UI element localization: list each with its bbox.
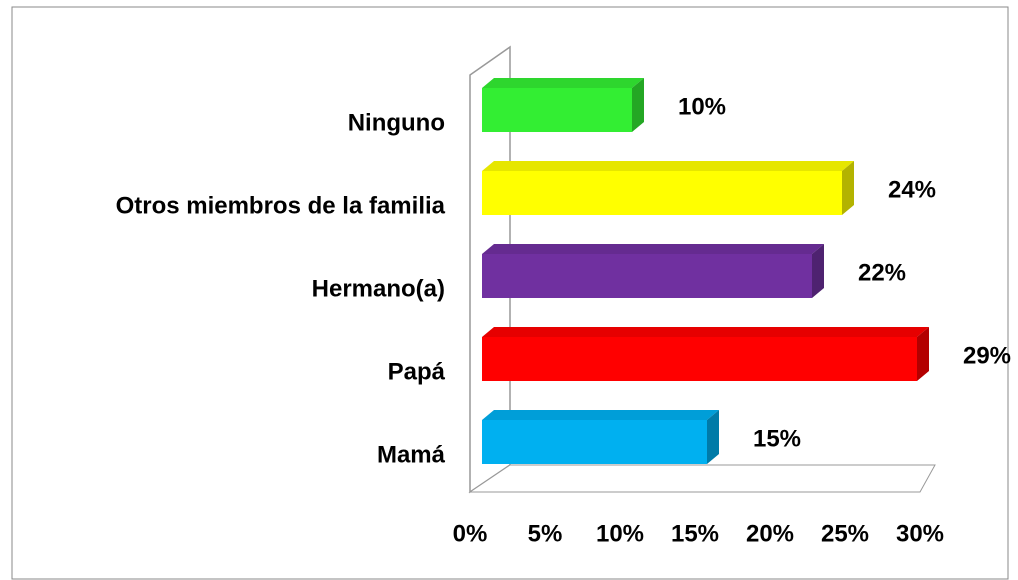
bar [482,254,812,298]
x-tick-label: 0% [453,520,488,547]
x-tick-label: 25% [821,520,869,547]
bar-top [482,410,719,420]
bar [482,171,842,215]
bar-top [482,327,929,337]
bar [482,420,707,464]
x-tick-label: 15% [671,520,719,547]
category-label: Mamá [377,441,446,468]
category-label: Papá [388,358,446,385]
bar-top [482,161,854,171]
bar-side [707,410,719,464]
x-tick-label: 5% [528,520,563,547]
floor [468,464,936,493]
x-tick-label: 10% [596,520,644,547]
value-label: 24% [888,176,936,203]
category-label: Hermano(a) [312,275,445,302]
category-label: Otros miembros de la familia [116,192,446,219]
category-label: Ninguno [348,109,445,136]
bar-side [812,244,824,298]
x-tick-label: 20% [746,520,794,547]
bar-side [917,327,929,381]
bar-top [482,244,824,254]
value-label: 29% [963,342,1011,369]
value-label: 10% [678,93,726,120]
bar-side [842,161,854,215]
value-label: 22% [858,259,906,286]
bar [482,88,632,132]
bar [482,337,917,381]
x-tick-label: 30% [896,520,944,547]
bar-top [482,78,644,88]
value-label: 15% [753,425,801,452]
bar-side [632,78,644,132]
